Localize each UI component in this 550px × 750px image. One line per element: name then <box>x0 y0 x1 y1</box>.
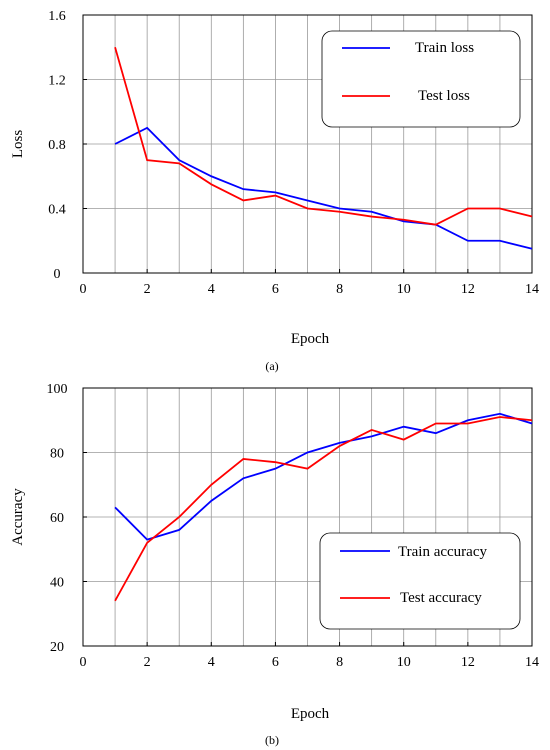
accuracy-x-tick-label: 12 <box>461 655 475 670</box>
accuracy-y-tick-label: 100 <box>47 382 68 397</box>
accuracy-x-tick-label: 2 <box>144 655 151 670</box>
loss-y-tick-label: 0.8 <box>48 138 66 153</box>
accuracy-x-tick-label: 8 <box>336 655 343 670</box>
accuracy-legend-box <box>319 532 521 630</box>
accuracy-x-tick-label: 10 <box>397 655 411 670</box>
loss-y-axis-label: Loss <box>10 130 26 159</box>
accuracy-x-tick-label: 4 <box>208 655 215 670</box>
accuracy-y-tick-label: 60 <box>50 511 64 526</box>
loss-x-tick-label: 8 <box>336 282 343 297</box>
accuracy-x-tick-label: 0 <box>80 655 87 670</box>
accuracy-x-tick-label: 14 <box>525 655 539 670</box>
accuracy-y-tick-label: 40 <box>50 576 64 591</box>
loss-x-tick-label: 0 <box>80 282 87 297</box>
loss-y-tick-label: 0 <box>54 267 61 282</box>
loss-x-tick-label: 10 <box>397 282 411 297</box>
loss-series <box>114 47 533 250</box>
accuracy-chart: 0 2 4 6 8 10 12 14 20 40 60 80 100 Epoch Accuracy T… <box>10 382 539 722</box>
accuracy-series <box>114 412 533 602</box>
loss-legend-box <box>321 30 521 128</box>
loss-legend: Train loss Test loss <box>321 30 521 128</box>
loss-x-ticks: 0 2 4 6 8 10 12 14 <box>80 269 539 297</box>
panel-b-caption: (b) <box>265 733 279 747</box>
series-line-test-accuracy <box>114 416 533 602</box>
series-line-test-loss <box>114 47 533 226</box>
accuracy-y-tick-label: 20 <box>50 640 64 655</box>
accuracy-y-axis-label: Accuracy <box>10 488 26 546</box>
series-line-train-accuracy <box>114 412 533 541</box>
accuracy-y-ticks: 20 40 60 80 100 <box>47 382 87 655</box>
loss-x-tick-label: 4 <box>208 282 215 297</box>
accuracy-legend: Train accuracy Test accuracy <box>319 532 521 630</box>
panel-a-caption: (a) <box>265 359 278 373</box>
loss-x-tick-label: 14 <box>525 282 539 297</box>
loss-y-tick-label: 0.4 <box>48 203 66 218</box>
legend-label-train-accuracy: Train accuracy <box>398 544 487 560</box>
legend-label-train-loss: Train loss <box>415 40 474 56</box>
accuracy-x-axis-label: Epoch <box>291 706 330 722</box>
loss-x-tick-label: 6 <box>272 282 279 297</box>
loss-y-tick-label: 1.2 <box>48 74 66 89</box>
series-line-train-loss <box>114 126 533 250</box>
loss-x-axis-label: Epoch <box>291 331 330 347</box>
accuracy-y-tick-label: 80 <box>50 447 64 462</box>
loss-x-tick-label: 12 <box>461 282 475 297</box>
loss-chart: 0 2 4 6 8 10 12 14 0 0.4 0.8 1.2 1.6 Epoch Loss Tra… <box>10 9 539 347</box>
legend-label-test-accuracy: Test accuracy <box>400 590 482 606</box>
accuracy-x-tick-label: 6 <box>272 655 279 670</box>
accuracy-x-ticks: 0 2 4 6 8 10 12 14 <box>80 642 539 670</box>
legend-label-test-loss: Test loss <box>418 88 470 104</box>
loss-y-tick-label: 1.6 <box>48 9 66 24</box>
loss-x-tick-label: 2 <box>144 282 151 297</box>
loss-y-ticks: 0 0.4 0.8 1.2 1.6 <box>48 9 87 282</box>
